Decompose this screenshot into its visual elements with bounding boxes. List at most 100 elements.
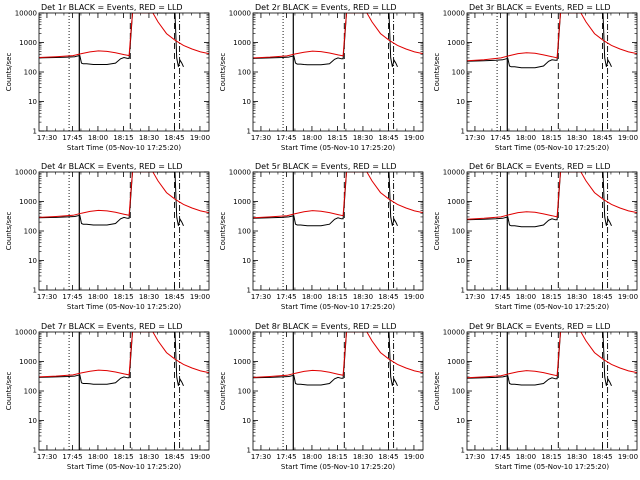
x-tick-label: 19:00 (404, 293, 424, 301)
series-line-events (39, 332, 184, 387)
x-axis-label: Start Time (05-Nov-10 17:25:20) (281, 303, 395, 311)
y-tick-label: 1 (247, 128, 251, 136)
plot-frame (466, 171, 638, 291)
x-tick-label: 18:45 (592, 453, 612, 461)
y-tick-label: 10 (242, 257, 251, 265)
series-group (39, 13, 209, 68)
y-tick-label: 1 (461, 447, 465, 455)
x-tick-label: 18:00 (88, 134, 108, 142)
x-axis-label: Start Time (05-Nov-10 17:25:20) (67, 144, 181, 152)
plot-frame (38, 171, 210, 291)
plot-frame (466, 12, 638, 132)
x-tick-label: 17:45 (276, 293, 296, 301)
y-tick-label: 1 (247, 287, 251, 295)
series-line-lld (253, 332, 423, 378)
series-line-lld (39, 172, 209, 218)
y-axis-label: Counts/sec (433, 53, 441, 92)
x-tick-label: 17:45 (276, 453, 296, 461)
y-tick-label: 1000 (19, 198, 37, 206)
x-tick-label: 18:30 (567, 134, 587, 142)
x-tick-label: 17:45 (62, 293, 82, 301)
y-tick-label: 1 (461, 287, 465, 295)
detector-panel: Det 8r BLACK = Events, RED = LLD Counts/s… (219, 322, 424, 471)
y-tick-label: 1 (247, 447, 251, 455)
y-axis-label: Counts/sec (433, 372, 441, 411)
y-tick-label: 10 (28, 257, 37, 265)
x-tick-label: 18:30 (353, 453, 373, 461)
plot-frame (252, 171, 424, 291)
y-tick-label: 100 (452, 69, 465, 77)
panel-title: Det 2r BLACK = Events, RED = LLD (255, 3, 397, 12)
series-line-events (39, 13, 184, 68)
series-line-lld (39, 332, 209, 378)
y-axis-label: Counts/sec (5, 372, 13, 411)
x-tick-label: 17:45 (62, 134, 82, 142)
series-line-events (39, 172, 184, 227)
y-tick-label: 10000 (15, 329, 37, 337)
x-tick-label: 17:30 (251, 293, 271, 301)
y-tick-label: 100 (24, 388, 37, 396)
x-axis-label: Start Time (05-Nov-10 17:25:20) (495, 303, 609, 311)
x-tick-label: 17:45 (62, 453, 82, 461)
y-tick-label: 100 (452, 388, 465, 396)
x-axis-label: Start Time (05-Nov-10 17:25:20) (281, 463, 395, 471)
x-tick-label: 17:30 (37, 293, 57, 301)
x-tick-label: 19:00 (404, 453, 424, 461)
x-tick-label: 18:15 (113, 293, 133, 301)
series-line-lld (467, 172, 637, 220)
series-line-lld (467, 13, 637, 62)
y-tick-label: 10000 (229, 169, 251, 177)
x-tick-label: 18:15 (541, 293, 561, 301)
series-group (467, 172, 637, 228)
panel-title: Det 1r BLACK = Events, RED = LLD (41, 3, 183, 12)
y-tick-label: 1000 (233, 198, 251, 206)
y-tick-label: 1000 (19, 358, 37, 366)
y-axis-label: Counts/sec (433, 212, 441, 251)
detector-panel: Det 3r BLACK = Events, RED = LLD Counts/s… (433, 3, 638, 152)
series-line-events (467, 172, 612, 228)
x-tick-label: 17:45 (276, 134, 296, 142)
panel-title: Det 9r BLACK = Events, RED = LLD (469, 322, 611, 331)
y-tick-label: 10000 (443, 10, 465, 18)
x-tick-label: 18:30 (567, 453, 587, 461)
series-line-events (253, 13, 398, 68)
y-tick-label: 10000 (443, 169, 465, 177)
series-line-events (467, 13, 612, 69)
series-group (467, 332, 637, 387)
plot-frame (38, 12, 210, 132)
y-tick-label: 10000 (443, 329, 465, 337)
y-tick-label: 100 (24, 228, 37, 236)
y-tick-label: 100 (452, 228, 465, 236)
series-line-lld (253, 172, 423, 219)
y-tick-label: 10 (242, 417, 251, 425)
y-axis-label: Counts/sec (219, 212, 227, 251)
x-tick-label: 18:00 (302, 134, 322, 142)
x-tick-label: 18:15 (113, 134, 133, 142)
x-tick-label: 19:00 (190, 134, 210, 142)
x-tick-label: 18:30 (139, 453, 159, 461)
x-tick-label: 17:30 (465, 453, 485, 461)
x-tick-label: 18:00 (516, 453, 536, 461)
y-tick-label: 1000 (233, 358, 251, 366)
y-tick-label: 10000 (15, 169, 37, 177)
series-line-lld (39, 13, 209, 58)
x-tick-label: 18:30 (353, 134, 373, 142)
series-line-events (253, 332, 398, 387)
x-tick-label: 18:45 (592, 134, 612, 142)
y-axis-label: Counts/sec (219, 53, 227, 92)
x-tick-label: 18:00 (302, 453, 322, 461)
x-tick-label: 17:30 (465, 293, 485, 301)
x-tick-label: 18:00 (516, 134, 536, 142)
plot-frame (38, 331, 210, 451)
x-tick-label: 17:45 (490, 293, 510, 301)
series-group (253, 332, 423, 387)
x-tick-label: 18:15 (541, 134, 561, 142)
y-tick-label: 100 (24, 69, 37, 77)
y-tick-label: 10000 (229, 329, 251, 337)
x-tick-label: 17:30 (37, 453, 57, 461)
detector-panel: Det 2r BLACK = Events, RED = LLD Counts/s… (219, 3, 424, 152)
y-tick-label: 100 (238, 69, 251, 77)
y-tick-label: 1000 (233, 39, 251, 47)
series-line-events (467, 332, 612, 387)
panel-title: Det 6r BLACK = Events, RED = LLD (469, 162, 611, 171)
